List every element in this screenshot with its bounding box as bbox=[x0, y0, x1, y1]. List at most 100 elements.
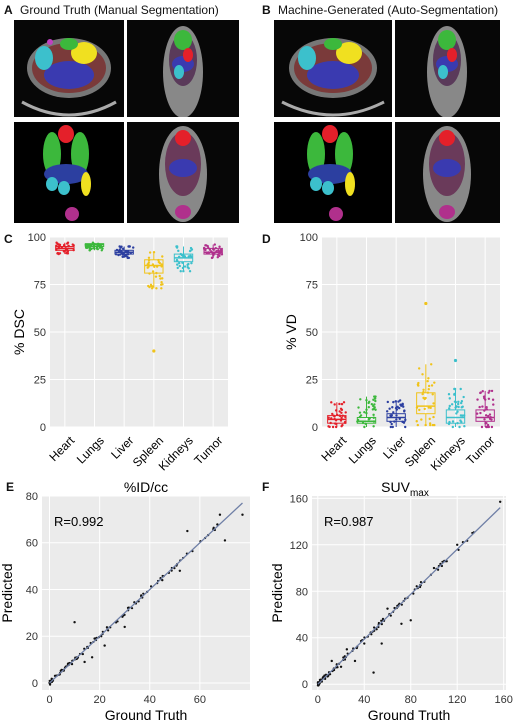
y-tick-label: 120 bbox=[290, 540, 308, 552]
panel-label-d: D bbox=[262, 232, 271, 246]
data-point-spleen bbox=[416, 383, 420, 386]
data-point-tumor bbox=[218, 245, 221, 248]
data-point bbox=[327, 671, 331, 674]
data-point-spleen bbox=[151, 270, 155, 273]
data-point-spleen bbox=[422, 388, 425, 391]
data-point bbox=[140, 595, 143, 599]
data-point-spleen bbox=[150, 287, 154, 290]
x-tick-label-spleen: Spleen bbox=[402, 433, 438, 469]
data-point bbox=[70, 662, 74, 666]
data-point bbox=[413, 588, 416, 591]
data-point-lungs bbox=[373, 395, 376, 398]
data-point bbox=[429, 573, 433, 576]
data-point-liver bbox=[390, 422, 393, 426]
data-point bbox=[48, 681, 51, 684]
data-point-heart bbox=[62, 250, 66, 253]
panel-label-b: B bbox=[262, 3, 271, 17]
data-point bbox=[335, 665, 338, 669]
data-point bbox=[105, 626, 109, 629]
box-tumor bbox=[475, 409, 495, 422]
data-point bbox=[416, 587, 419, 590]
data-point-kidneys bbox=[183, 265, 187, 268]
data-point-tumor bbox=[218, 251, 221, 254]
data-point-heart bbox=[327, 425, 330, 428]
data-point-heart bbox=[335, 413, 339, 416]
data-point-heart bbox=[55, 244, 58, 247]
data-point bbox=[204, 536, 207, 540]
data-point-lungs bbox=[96, 245, 100, 248]
data-point-kidneys bbox=[183, 255, 186, 258]
data-point-heart bbox=[343, 421, 347, 424]
data-point-heart bbox=[341, 414, 344, 417]
data-point-tumor bbox=[486, 423, 490, 427]
data-point-tumor bbox=[205, 251, 209, 255]
data-point-tumor bbox=[214, 246, 218, 250]
data-point-tumor bbox=[481, 405, 484, 408]
data-point-tumor bbox=[208, 248, 212, 251]
data-point bbox=[213, 528, 216, 532]
data-point bbox=[66, 664, 69, 667]
x-tick-label-heart: Heart bbox=[47, 433, 78, 464]
data-point bbox=[322, 675, 325, 678]
chart-title-subscript: max bbox=[410, 488, 429, 499]
data-point-tumor bbox=[205, 251, 208, 254]
data-point-lungs bbox=[372, 404, 375, 408]
data-point-lungs bbox=[358, 411, 362, 414]
x-tick-label: 20 bbox=[94, 694, 106, 706]
data-point-heart bbox=[55, 247, 58, 250]
data-point-kidneys bbox=[459, 387, 462, 391]
data-point bbox=[83, 647, 86, 650]
data-point-kidneys bbox=[461, 405, 464, 408]
data-point-kidneys bbox=[448, 420, 451, 424]
data-point-heart bbox=[57, 247, 61, 250]
data-point-tumor bbox=[483, 397, 486, 400]
data-point-lungs bbox=[86, 245, 89, 248]
data-point-lungs bbox=[97, 244, 100, 247]
data-point-heart bbox=[65, 247, 68, 250]
data-point-kidneys bbox=[448, 404, 451, 408]
data-point bbox=[64, 665, 67, 668]
data-point-heart bbox=[343, 420, 347, 424]
data-point-lungs bbox=[95, 243, 98, 246]
data-point bbox=[68, 662, 72, 665]
data-point-lungs bbox=[374, 395, 377, 398]
data-point-spleen bbox=[157, 258, 160, 262]
data-point bbox=[59, 669, 62, 673]
data-point bbox=[223, 539, 227, 542]
x-tick-label: 80 bbox=[405, 694, 417, 706]
data-point-liver bbox=[404, 425, 407, 429]
data-point-kidneys bbox=[179, 252, 182, 256]
data-point-heart bbox=[330, 401, 333, 404]
data-point bbox=[377, 621, 380, 625]
data-point-lungs bbox=[359, 414, 363, 417]
data-point bbox=[121, 615, 124, 618]
data-point bbox=[62, 668, 66, 671]
data-point-kidneys bbox=[453, 392, 456, 396]
data-point-kidneys bbox=[182, 270, 185, 273]
data-point-liver bbox=[114, 253, 118, 256]
data-point-spleen bbox=[424, 396, 427, 400]
data-point bbox=[159, 577, 162, 581]
data-point bbox=[60, 668, 63, 671]
data-point-lungs bbox=[92, 244, 96, 248]
data-point-liver bbox=[119, 253, 122, 256]
data-point-heart bbox=[331, 412, 334, 416]
data-point-spleen bbox=[415, 420, 418, 423]
data-point bbox=[241, 513, 244, 516]
data-point bbox=[372, 671, 375, 674]
data-point-heart bbox=[332, 414, 335, 417]
data-point-heart bbox=[338, 402, 341, 406]
data-point-spleen bbox=[432, 402, 435, 405]
data-point-kidneys bbox=[175, 245, 179, 248]
data-point-heart bbox=[340, 416, 343, 420]
data-point-tumor bbox=[210, 250, 213, 253]
data-point-lungs bbox=[85, 243, 89, 246]
data-point bbox=[369, 631, 372, 634]
data-point bbox=[319, 680, 323, 683]
data-point-lungs bbox=[373, 406, 376, 409]
data-point bbox=[444, 560, 447, 563]
data-point-spleen bbox=[423, 407, 426, 411]
data-point-spleen bbox=[151, 263, 155, 266]
data-point bbox=[388, 612, 391, 616]
data-point bbox=[207, 534, 210, 537]
